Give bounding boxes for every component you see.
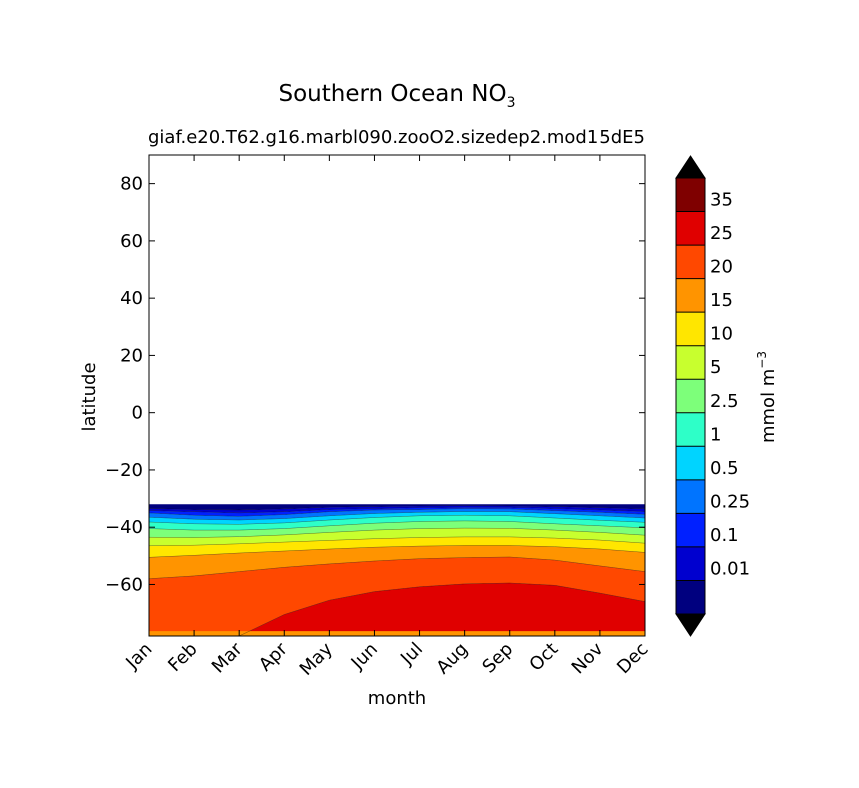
contour-line-7 <box>148 536 646 547</box>
colorbar-frame <box>675 177 706 615</box>
contour-band-4 <box>149 511 645 525</box>
chart-subtitle: giaf.e20.T62.g16.marbl090.zooO2.sizedep2… <box>148 127 598 148</box>
x-tick-label: Feb <box>164 639 201 676</box>
y-tick-label: 40 <box>120 288 143 309</box>
contour-band-8 <box>149 536 645 558</box>
contour-line-3 <box>148 511 646 521</box>
contour-line-8 <box>148 545 646 558</box>
colorbar-tick-label: 1 <box>710 424 721 445</box>
colorbar-extend-min <box>675 613 706 637</box>
contour-band-10 <box>149 557 645 636</box>
colorbar-tick-label: 15 <box>710 290 733 311</box>
colorbar-label-superscript: −3 <box>755 351 769 369</box>
x-tick-label: Oct <box>525 639 562 676</box>
y-tick-label: −20 <box>105 460 143 481</box>
x-tick-label: Dec <box>613 639 652 678</box>
colorbar-segment <box>676 580 705 614</box>
colorbar-tick-label: 20 <box>710 257 733 278</box>
x-tick-label: Apr <box>255 638 292 675</box>
colorbar-segment <box>676 546 705 581</box>
colorbar-tick-label: 25 <box>710 223 733 244</box>
contour-band-0 <box>149 504 645 510</box>
colorbar-tick-label: 0.5 <box>710 458 739 479</box>
colorbar-tick-label: 0.25 <box>710 491 750 512</box>
x-tick-label: Nov <box>568 638 608 678</box>
colorbar-segment <box>676 479 705 514</box>
bottom-strip <box>149 631 645 636</box>
x-tick-label: Jan <box>121 639 156 674</box>
colorbar-segment <box>676 446 705 480</box>
colorbar-tick-label: 35 <box>710 190 733 211</box>
chart-title-main: Southern Ocean NO <box>278 81 506 107</box>
x-tick-label: Jun <box>347 639 382 674</box>
chart-title-subscript: 3 <box>507 95 516 111</box>
y-tick-label: −60 <box>105 574 143 595</box>
contour-fill-area <box>149 504 645 636</box>
y-tick-label: 80 <box>120 174 143 195</box>
x-tick-label: Aug <box>432 639 472 679</box>
y-axis: 80 60 40 20 0 −20 −40 −60 <box>105 174 645 595</box>
colorbar-segment <box>676 513 705 547</box>
colorbar-tick-label: 2.5 <box>710 391 739 412</box>
contour-band-11 <box>149 583 645 636</box>
contour-band-2 <box>149 507 645 517</box>
colorbar-segment <box>676 178 705 212</box>
plot-frame <box>148 154 646 637</box>
contour-band-7 <box>149 528 645 546</box>
x-axis-label: month <box>368 688 426 709</box>
x-tick-label: May <box>296 638 337 679</box>
chart-subtitle-right: 5dE5 <box>599 127 645 148</box>
y-tick-label: −40 <box>105 517 143 538</box>
colorbar-segment <box>676 245 705 279</box>
contour-line-4 <box>148 514 646 525</box>
x-tick-label: Sep <box>478 639 517 678</box>
y-axis-label: latitude <box>79 362 100 431</box>
colorbar-segment <box>676 345 705 380</box>
contour-line-9 <box>148 556 646 579</box>
colorbar-segment <box>676 412 705 447</box>
chart-title: Southern Ocean NO3 <box>278 81 515 111</box>
contour-line-1 <box>148 506 646 514</box>
contour-line-2 <box>148 508 646 517</box>
colorbar-tick-label: 5 <box>710 357 721 378</box>
colorbar-tick-label: 0.01 <box>710 558 750 579</box>
colorbar-label: mmol m−3 <box>755 351 779 443</box>
contour-band-3 <box>149 508 645 520</box>
colorbar-segment <box>676 211 705 246</box>
contour-line-5 <box>148 520 646 531</box>
colorbar-tick-label: 10 <box>710 324 733 345</box>
contour-line-6 <box>148 527 646 538</box>
x-tick-label: Jul <box>396 639 427 670</box>
colorbar-segment <box>676 379 705 413</box>
y-tick-label: 20 <box>120 345 143 366</box>
colorbar-segment <box>676 278 705 313</box>
x-tick-label: Mar <box>208 638 247 677</box>
y-tick-label: 0 <box>132 403 143 424</box>
colorbar-extend-max <box>675 155 706 179</box>
colorbar-segment <box>676 312 705 346</box>
contour-band-9 <box>149 545 645 579</box>
colorbar-label-main: mmol m <box>758 369 779 443</box>
colorbar: 35 25 20 15 10 5 2.5 1 0.5 0.25 0.1 0.01 <box>675 155 750 637</box>
contour-band-5 <box>149 515 645 531</box>
y-tick-label: 60 <box>120 231 143 252</box>
colorbar-tick-label: 0.1 <box>710 525 739 546</box>
contour-line-0 <box>148 505 646 511</box>
contour-lines <box>148 505 646 637</box>
